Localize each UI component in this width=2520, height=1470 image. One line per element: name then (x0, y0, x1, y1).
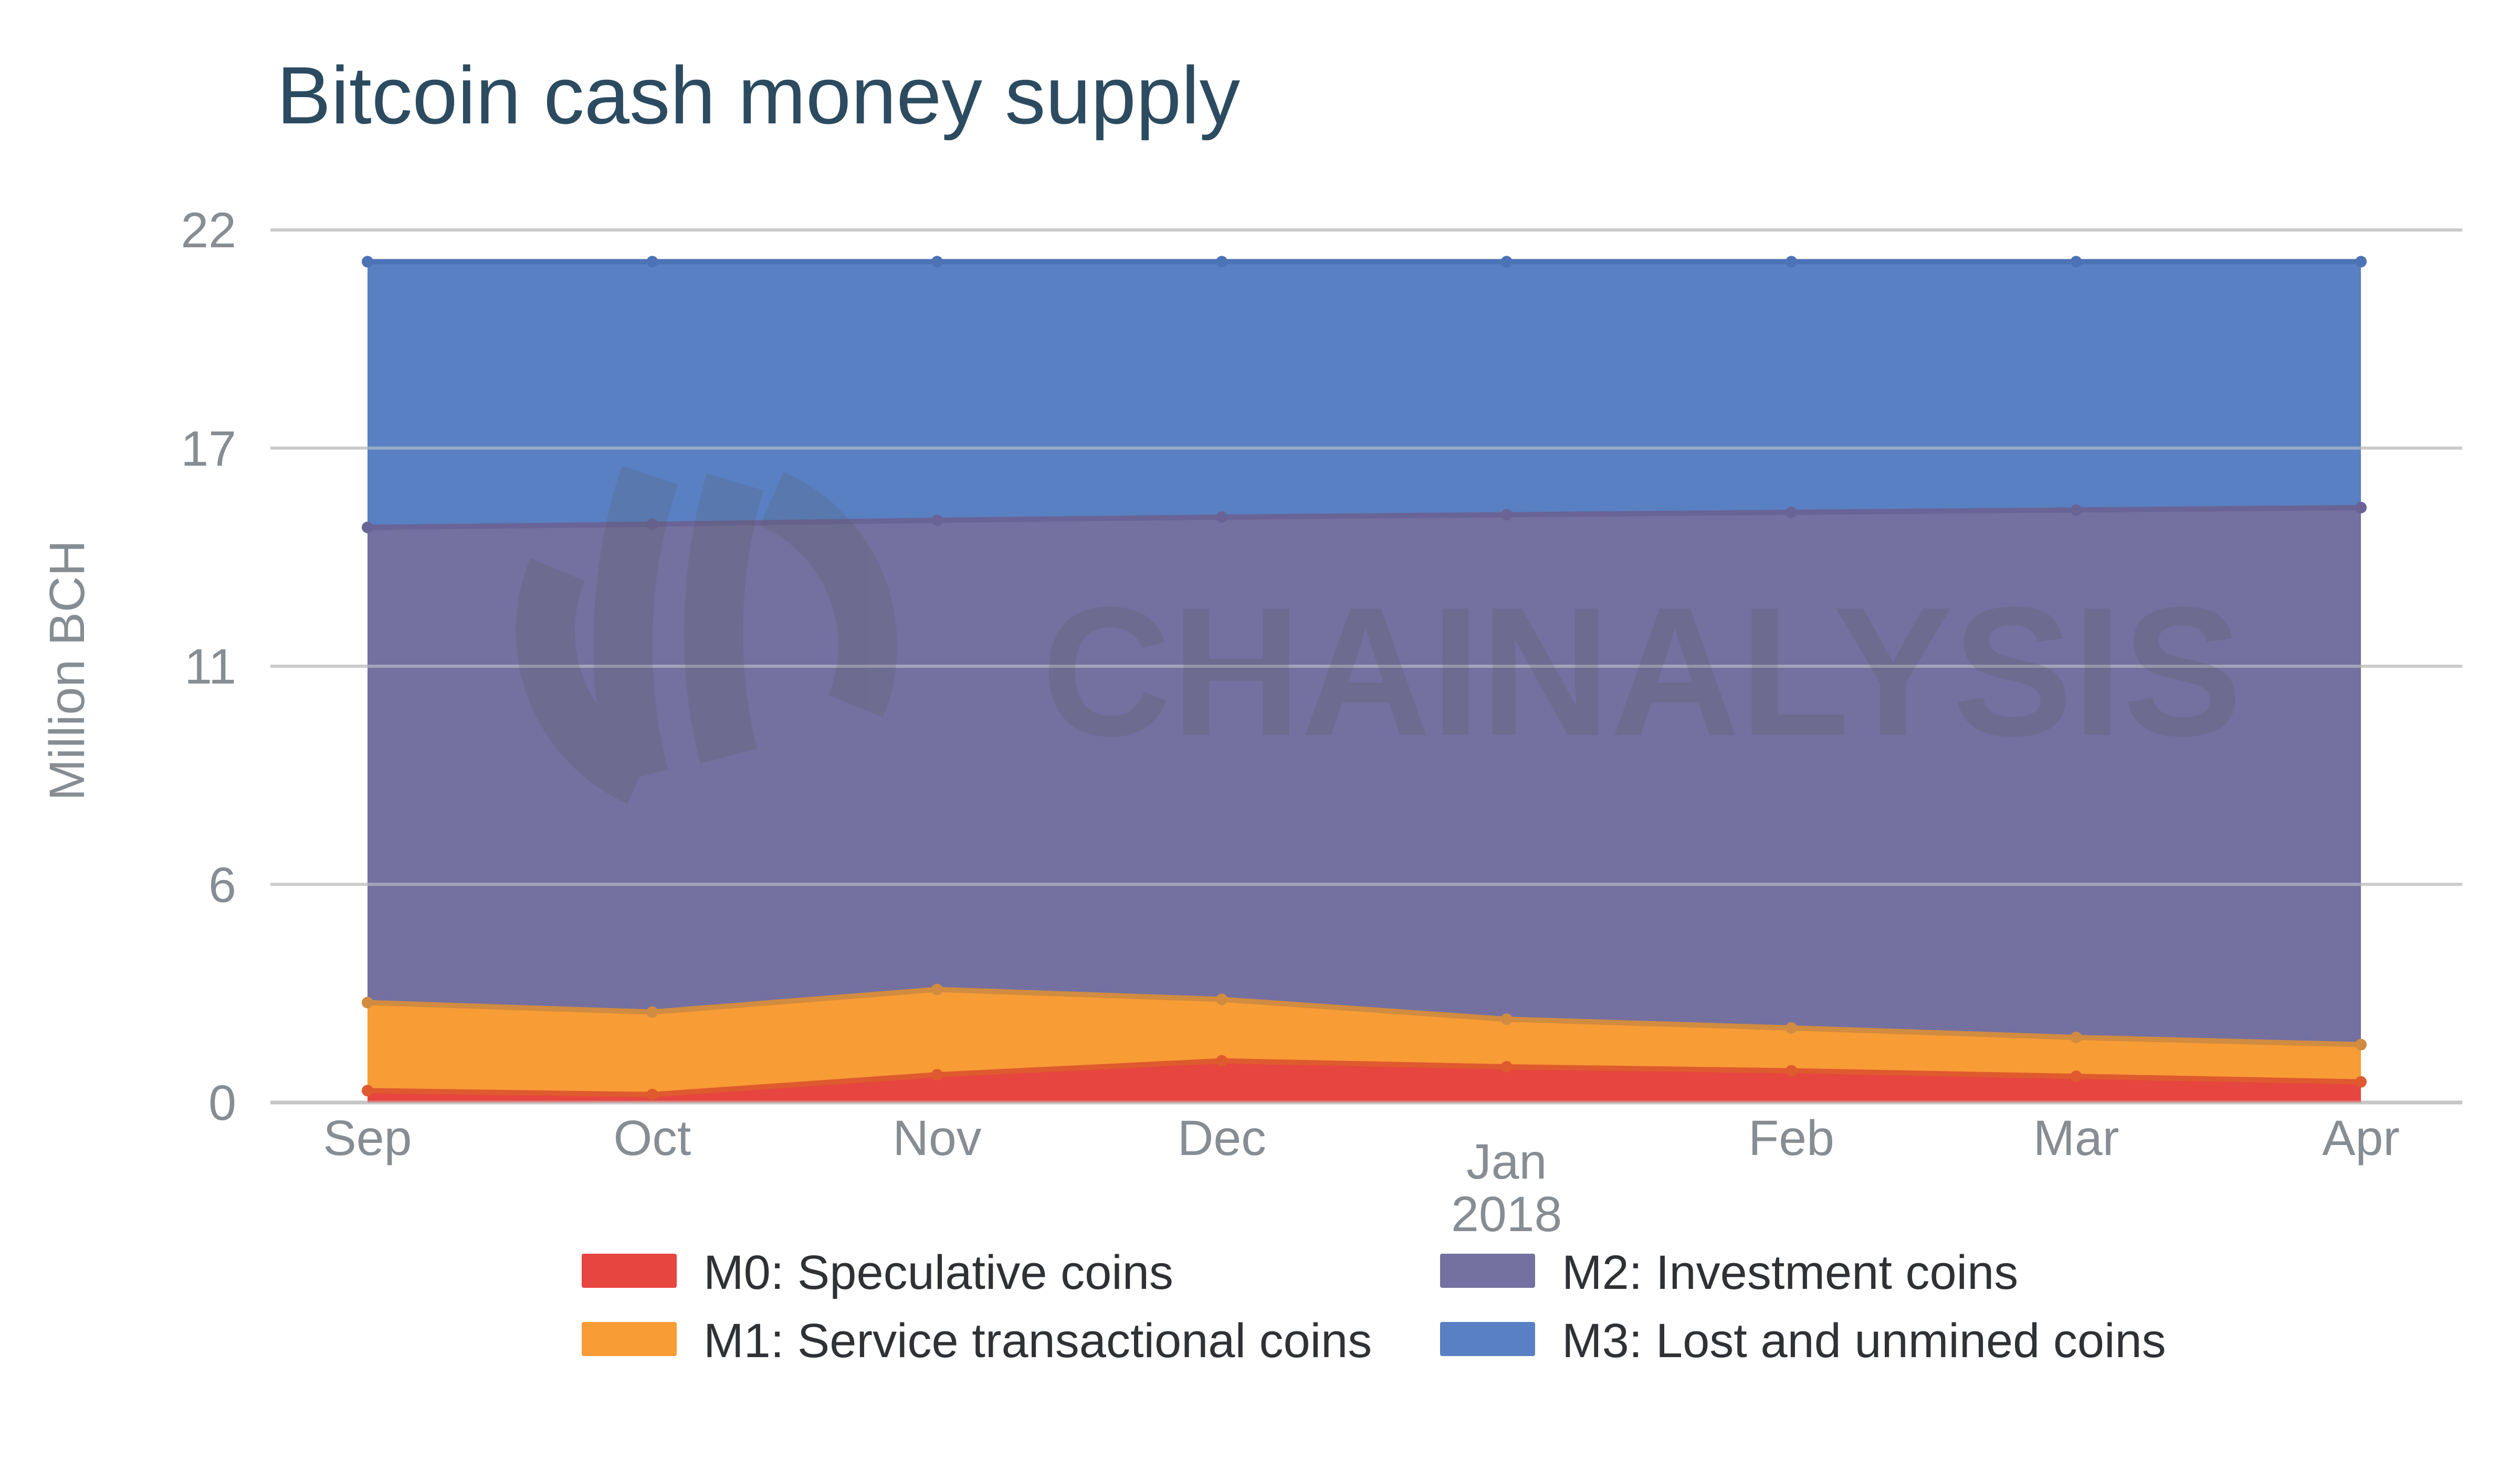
legend-swatch-m1 (582, 1322, 677, 1356)
y-axis-tick-labels: 0 6 11 17 22 (181, 203, 236, 1131)
point-marker (1786, 506, 1798, 518)
area-band-3[interactable] (368, 261, 2361, 528)
point-marker (931, 514, 943, 526)
point-marker (2070, 1032, 2082, 1044)
area-band-2[interactable] (368, 507, 2361, 1045)
y-tick-11: 11 (184, 639, 236, 695)
legend-item-m0[interactable]: M0: Speculative coins (582, 1246, 1173, 1299)
x-label-mar: Mar (2033, 1110, 2119, 1166)
x-label-apr: Apr (2322, 1110, 2400, 1166)
point-marker (1216, 256, 1228, 268)
y-axis-title: Million BCH (39, 540, 95, 801)
point-marker (2070, 1070, 2082, 1083)
point-marker (646, 256, 658, 268)
watermark-text: CHAINALYSIS (1042, 569, 2242, 774)
point-marker (362, 1085, 373, 1097)
plot-area (270, 228, 2462, 1105)
point-marker (646, 1006, 658, 1018)
point-marker (931, 983, 943, 995)
y-tick-6: 6 (208, 857, 236, 913)
point-marker (931, 256, 943, 268)
area-line-1 (367, 986, 2361, 1047)
point-marker (2070, 504, 2082, 516)
legend-label-m3: M3: Lost and unmined coins (1562, 1314, 2166, 1368)
area-band-0[interactable] (368, 1060, 2361, 1102)
legend-item-m2[interactable]: M2: Investment coins (1440, 1246, 2018, 1299)
legend-item-m1[interactable]: M1: Service transactional coins (582, 1314, 1372, 1368)
y-tick-22: 22 (181, 203, 236, 258)
point-marker (1786, 1022, 1798, 1034)
point-marker (2070, 256, 2082, 268)
x-label-nov: Nov (892, 1110, 981, 1166)
legend-swatch-m0 (582, 1254, 677, 1288)
area-line-2 (367, 505, 2361, 530)
chainalysis-logo-icon (516, 465, 897, 804)
point-marker (1500, 1061, 1513, 1073)
legend-label-m1: M1: Service transactional coins (704, 1314, 1372, 1368)
point-marker (2355, 1076, 2367, 1088)
area-line-0 (367, 1058, 2361, 1097)
y-tick-17: 17 (181, 421, 236, 477)
point-marker (1500, 256, 1513, 268)
point-marker (1216, 993, 1228, 1005)
point-marker (2355, 256, 2367, 268)
point-marker (362, 256, 373, 268)
x-label-oct: Oct (614, 1110, 691, 1166)
x-label-year-2018: 2018 (1451, 1186, 1562, 1242)
point-marker (1500, 1013, 1513, 1025)
point-marker (646, 1088, 658, 1100)
point-marker (1786, 1065, 1798, 1077)
point-marker (2355, 501, 2367, 513)
y-tick-0: 0 (208, 1075, 236, 1131)
legend-label-m0: M0: Speculative coins (704, 1246, 1173, 1299)
point-marker (1216, 511, 1228, 523)
legend-swatch-m2 (1440, 1254, 1535, 1288)
area-band-1[interactable] (368, 989, 2361, 1095)
point-marker (646, 518, 658, 530)
x-label-feb: Feb (1748, 1110, 1834, 1166)
point-marker (1216, 1055, 1228, 1067)
page-title: Bitcoin cash money supply (277, 50, 1241, 141)
point-marker (931, 1069, 943, 1081)
x-label-sep: Sep (323, 1110, 412, 1166)
legend-item-m3[interactable]: M3: Lost and unmined coins (1440, 1314, 2166, 1368)
point-marker (1500, 509, 1513, 521)
point-marker (362, 996, 373, 1009)
point-marker (2355, 1038, 2367, 1051)
x-label-jan: Jan (1466, 1134, 1547, 1190)
legend-swatch-m3 (1440, 1322, 1535, 1356)
point-marker (1786, 256, 1798, 268)
point-marker (362, 521, 373, 533)
watermark: CHAINALYSIS (516, 465, 2242, 804)
legend-label-m2: M2: Investment coins (1562, 1246, 2018, 1299)
x-label-dec: Dec (1178, 1110, 1266, 1166)
legend: M0: Speculative coins M1: Service transa… (582, 1246, 2166, 1368)
x-axis-labels: Sep Oct Nov Dec Jan 2018 Feb Mar Apr (323, 1110, 2399, 1242)
